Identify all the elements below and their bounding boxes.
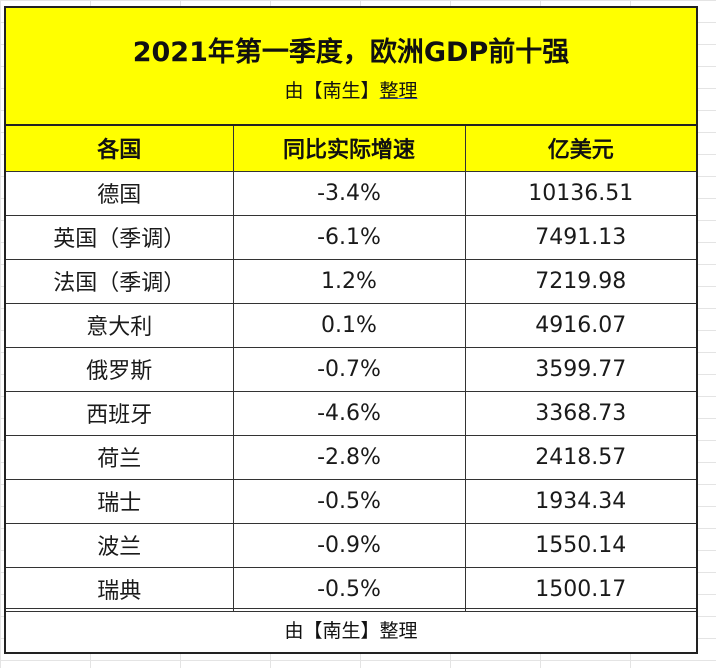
cell-country: 德国 <box>6 170 234 216</box>
cell-country: 意大利 <box>6 302 234 348</box>
cell-country: 瑞典 <box>6 566 234 612</box>
header-gdp: 亿美元 <box>464 126 696 172</box>
cell-country: 瑞士 <box>6 478 234 524</box>
table-title: 2021年第一季度，欧洲GDP前十强 <box>132 37 570 68</box>
cell-gdp: 2418.57 <box>464 434 696 480</box>
cell-country: 法国（季调） <box>6 258 234 304</box>
cell-gdp: 7491.13 <box>464 214 696 260</box>
table-row: 瑞士 -0.5% 1934.34 <box>6 478 696 524</box>
cell-growth: -4.6% <box>232 390 466 436</box>
table-row: 俄罗斯 -0.7% 3599.77 <box>6 346 696 392</box>
cell-gdp: 1500.17 <box>464 566 696 612</box>
cell-gdp: 7219.98 <box>464 258 696 304</box>
cell-growth: -0.5% <box>232 478 466 524</box>
header-country: 各国 <box>6 126 234 172</box>
cell-gdp: 1934.34 <box>464 478 696 524</box>
cell-gdp: 3599.77 <box>464 346 696 392</box>
cell-growth: -2.8% <box>232 434 466 480</box>
cell-gdp: 10136.51 <box>464 170 696 216</box>
table-row: 波兰 -0.9% 1550.14 <box>6 522 696 568</box>
cell-country: 波兰 <box>6 522 234 568</box>
cell-growth: -0.5% <box>232 566 466 612</box>
table-row: 德国 -3.4% 10136.51 <box>6 170 696 216</box>
table-row: 法国（季调） 1.2% 7219.98 <box>6 258 696 304</box>
cell-growth: -6.1% <box>232 214 466 260</box>
cell-gdp: 4916.07 <box>464 302 696 348</box>
cell-country: 英国（季调） <box>6 214 234 260</box>
gdp-data-table: 各国 同比实际增速 亿美元 德国 -3.4% 10136.51 英国（季调） -… <box>6 126 696 612</box>
header-growth: 同比实际增速 <box>232 126 466 172</box>
table-row: 西班牙 -4.6% 3368.73 <box>6 390 696 436</box>
cell-growth: -0.7% <box>232 346 466 392</box>
subtitle-prefix: 由【南生】 <box>284 80 380 102</box>
subtitle-suffix: 整理 <box>379 80 418 102</box>
gdp-table-sheet: 2021年第一季度，欧洲GDP前十强 由【南生】整理 各国 同比实际增速 亿美元… <box>4 6 698 654</box>
cell-country: 俄罗斯 <box>6 346 234 392</box>
header-row: 各国 同比实际增速 亿美元 <box>6 126 696 172</box>
table-row: 意大利 0.1% 4916.07 <box>6 302 696 348</box>
cell-gdp: 1550.14 <box>464 522 696 568</box>
table-row: 英国（季调） -6.1% 7491.13 <box>6 214 696 260</box>
cell-country: 荷兰 <box>6 434 234 480</box>
table-footer: 由【南生】整理 <box>6 608 696 652</box>
cell-country: 西班牙 <box>6 390 234 436</box>
cell-growth: 0.1% <box>232 302 466 348</box>
table-subtitle: 由【南生】整理 <box>6 76 696 103</box>
cell-gdp: 3368.73 <box>464 390 696 436</box>
table-row: 瑞典 -0.5% 1500.17 <box>6 566 696 612</box>
cell-growth: -3.4% <box>232 170 466 216</box>
cell-growth: 1.2% <box>232 258 466 304</box>
cell-growth: -0.9% <box>232 522 466 568</box>
table-row: 荷兰 -2.8% 2418.57 <box>6 434 696 480</box>
title-block: 2021年第一季度，欧洲GDP前十强 由【南生】整理 <box>6 8 696 126</box>
